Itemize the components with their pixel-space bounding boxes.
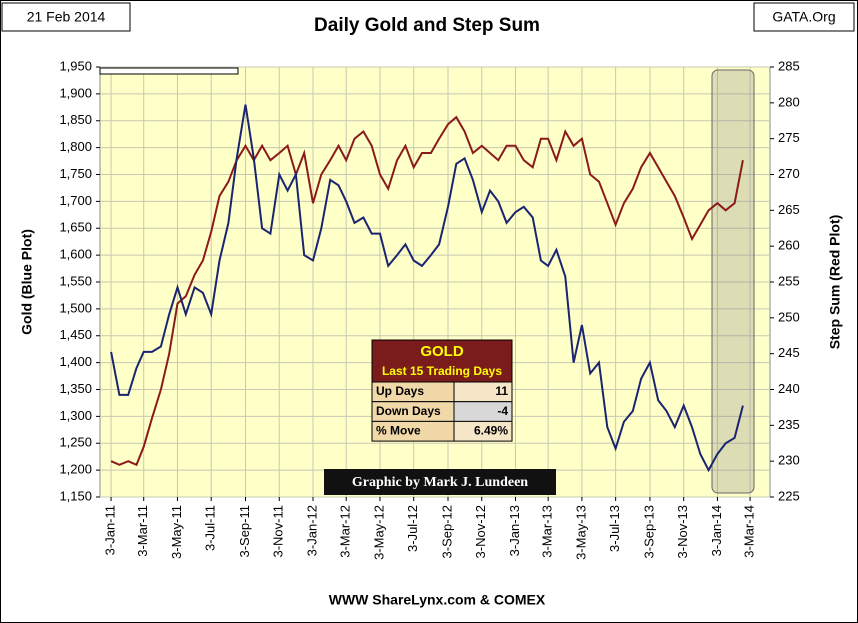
table-label: Up Days — [376, 384, 424, 398]
y-tick-label: 1,900 — [59, 85, 92, 100]
x-tick-label: 3-May-12 — [371, 505, 386, 560]
y-tick-label: 1,250 — [59, 435, 92, 450]
x-tick-label: 3-Sep-13 — [641, 505, 656, 558]
line-series — [110, 104, 744, 473]
y2-tick-label: 245 — [778, 345, 800, 360]
x-tick-label: 3-Mar-12 — [338, 505, 353, 558]
source-label: GATA.Org — [772, 9, 835, 25]
highlight-region — [711, 69, 755, 494]
y-tick-label: 1,350 — [59, 381, 92, 396]
x-tick-label: 3-Nov-13 — [675, 505, 690, 558]
y-axis-label: Gold (Blue Plot) — [19, 229, 35, 335]
y-tick-label: 1,750 — [59, 166, 92, 181]
footer: WWW ShareLynx.com & COMEX — [329, 592, 546, 608]
y-tick-label: 1,650 — [59, 220, 92, 235]
y-tick-label: 1,300 — [59, 408, 92, 423]
y-tick-label: 1,850 — [59, 112, 92, 127]
y2-tick-label: 250 — [778, 309, 800, 324]
table-title: GOLD — [420, 343, 463, 360]
table-header — [371, 339, 513, 383]
y-tick-label: 1,450 — [59, 327, 92, 342]
y2-tick-label: 230 — [778, 453, 800, 468]
credit: Graphic by Mark J. Lundeen — [352, 475, 528, 490]
table-value: -4 — [497, 404, 508, 418]
y-tick-label: 1,700 — [59, 193, 92, 208]
x-tick-label: 3-Jan-14 — [709, 505, 724, 556]
table-label: Down Days — [376, 404, 441, 418]
table-subtitle: Last 15 Trading Days — [382, 364, 502, 378]
y2-tick-label: 225 — [778, 488, 800, 503]
x-tick-label: 3-Jan-11 — [103, 505, 118, 555]
x-tick-label: 3-May-13 — [573, 505, 588, 560]
y-tick-label: 1,800 — [59, 139, 92, 154]
y2-tick-label: 270 — [778, 166, 800, 181]
x-tick-label: 3-Jan-12 — [304, 505, 319, 556]
legend-bar — [99, 67, 239, 75]
table-label: % Move — [376, 424, 421, 438]
table-value: 11 — [495, 384, 508, 398]
credit-box — [324, 469, 556, 495]
y-tick-label: 1,150 — [59, 488, 92, 503]
table-cell — [453, 420, 513, 442]
y2-tick-label: 275 — [778, 130, 800, 145]
y2-tick-label: 240 — [778, 381, 800, 396]
y2-tick-label: 280 — [778, 94, 800, 109]
y2-tick-label: 285 — [778, 58, 800, 73]
y2-tick-label: 260 — [778, 238, 800, 253]
x-tick-label: 3-Mar-14 — [742, 505, 757, 558]
y2-tick-label: 235 — [778, 417, 800, 432]
x-tick-label: 3-Jul-11 — [203, 505, 218, 551]
y-tick-label: 1,600 — [59, 247, 92, 262]
y-tick-label: 1,200 — [59, 462, 92, 477]
y-tick-label: 1,400 — [59, 354, 92, 369]
x-tick-label: 3-Jan-13 — [507, 505, 522, 556]
chart-title: Daily Gold and Step Sum — [314, 15, 540, 36]
line-series — [110, 115, 744, 467]
y2-tick-label: 255 — [778, 273, 800, 288]
y2-tick-label: 265 — [778, 202, 800, 217]
y-tick-label: 1,500 — [59, 300, 92, 315]
stats-table: GOLD Last 15 Trading Days Up Days 11 Down … — [371, 339, 513, 442]
x-tick-label: 3-Mar-13 — [540, 505, 555, 558]
date-label: 21 Feb 2014 — [27, 9, 106, 25]
x-tick-label: 3-Nov-12 — [473, 505, 488, 558]
y-tick-label: 1,950 — [59, 58, 92, 73]
y-tick-label: 1,550 — [59, 273, 92, 288]
source-box — [753, 2, 855, 32]
x-tick-label: 3-Mar-11 — [135, 505, 150, 557]
x-tick-label: 3-Jul-13 — [607, 505, 622, 552]
x-tick-label: 3-Jul-12 — [405, 505, 420, 552]
table-value: 6.49% — [474, 424, 508, 438]
y2-axis-label: Step Sum (Red Plot) — [827, 215, 843, 350]
x-tick-label: 3-Sep-11 — [237, 505, 252, 558]
x-tick-label: 3-May-11 — [169, 505, 184, 559]
x-tick-label: 3-Nov-11 — [271, 505, 286, 558]
date-box — [1, 2, 131, 32]
x-tick-label: 3-Sep-12 — [439, 505, 454, 558]
